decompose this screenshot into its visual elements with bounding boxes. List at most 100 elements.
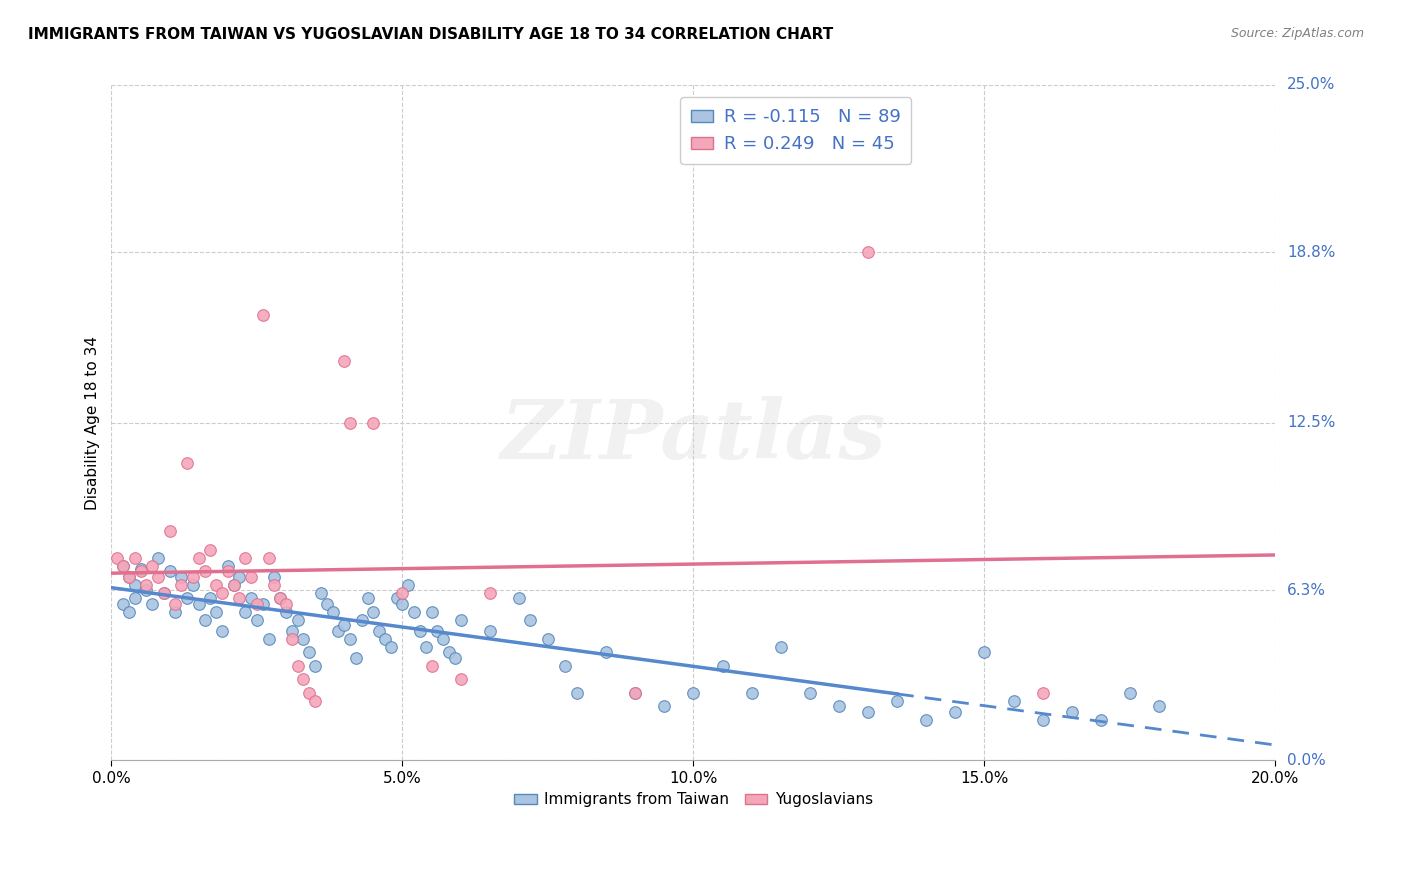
Point: [246, 613, 269, 627]
Point: [404, 605, 426, 619]
Point: [315, 597, 337, 611]
Point: [105, 550, 128, 565]
Point: [146, 550, 169, 565]
Point: [595, 645, 617, 659]
Point: [176, 591, 198, 606]
Point: [1090, 713, 1112, 727]
Point: [129, 561, 152, 575]
Point: [159, 524, 181, 538]
Point: [478, 624, 501, 638]
Point: [682, 686, 704, 700]
Point: [350, 613, 373, 627]
Point: [165, 597, 187, 611]
Point: [328, 624, 350, 638]
Point: [450, 673, 472, 687]
Point: [437, 645, 460, 659]
Point: [281, 632, 304, 646]
Point: [176, 456, 198, 470]
Point: [828, 699, 851, 714]
Point: [374, 632, 396, 646]
Point: [363, 605, 385, 619]
Point: [181, 578, 204, 592]
Point: [193, 564, 215, 578]
Point: [200, 591, 222, 606]
Point: [565, 686, 588, 700]
Point: [333, 353, 356, 368]
Point: [170, 569, 193, 583]
Point: [432, 632, 454, 646]
Point: [333, 618, 356, 632]
Point: [508, 591, 530, 606]
Point: [856, 705, 879, 719]
Point: [200, 542, 222, 557]
Point: [298, 645, 321, 659]
Point: [420, 658, 443, 673]
Point: [217, 558, 239, 573]
Point: [263, 569, 285, 583]
Point: [1032, 686, 1054, 700]
Point: [309, 586, 332, 600]
Point: [240, 591, 263, 606]
Text: IMMIGRANTS FROM TAIWAN VS YUGOSLAVIAN DISABILITY AGE 18 TO 34 CORRELATION CHART: IMMIGRANTS FROM TAIWAN VS YUGOSLAVIAN DI…: [28, 27, 834, 42]
Point: [943, 705, 966, 719]
Point: [1032, 713, 1054, 727]
Point: [281, 624, 304, 638]
Legend: Immigrants from Taiwan, Yugoslavians: Immigrants from Taiwan, Yugoslavians: [508, 787, 879, 814]
Text: 6.3%: 6.3%: [1286, 582, 1326, 598]
Point: [339, 416, 361, 430]
Point: [240, 569, 263, 583]
Point: [118, 605, 141, 619]
Text: 0.0%: 0.0%: [1286, 753, 1326, 768]
Point: [322, 605, 344, 619]
Point: [409, 624, 432, 638]
Point: [228, 569, 250, 583]
Point: [269, 591, 291, 606]
Point: [769, 640, 792, 654]
Point: [170, 578, 193, 592]
Point: [391, 597, 413, 611]
Point: [112, 558, 135, 573]
Point: [181, 569, 204, 583]
Point: [159, 564, 181, 578]
Point: [257, 632, 280, 646]
Point: [356, 591, 378, 606]
Point: [211, 586, 233, 600]
Point: [886, 694, 908, 708]
Point: [554, 658, 576, 673]
Point: [1002, 694, 1025, 708]
Point: [339, 632, 361, 646]
Point: [124, 578, 146, 592]
Point: [624, 686, 647, 700]
Point: [187, 597, 209, 611]
Point: [263, 578, 285, 592]
Point: [799, 686, 821, 700]
Text: Source: ZipAtlas.com: Source: ZipAtlas.com: [1230, 27, 1364, 40]
Point: [152, 586, 174, 600]
Point: [741, 686, 763, 700]
Point: [211, 624, 233, 638]
Point: [415, 640, 437, 654]
Point: [252, 597, 274, 611]
Point: [443, 650, 465, 665]
Point: [1147, 699, 1170, 714]
Point: [152, 586, 174, 600]
Point: [257, 550, 280, 565]
Point: [287, 658, 309, 673]
Point: [420, 605, 443, 619]
Point: [519, 613, 541, 627]
Point: [146, 569, 169, 583]
Point: [380, 640, 402, 654]
Text: 12.5%: 12.5%: [1286, 415, 1336, 430]
Point: [129, 564, 152, 578]
Point: [205, 605, 228, 619]
Point: [222, 578, 245, 592]
Point: [391, 586, 413, 600]
Point: [141, 558, 163, 573]
Text: 18.8%: 18.8%: [1286, 245, 1336, 260]
Point: [112, 597, 135, 611]
Point: [287, 613, 309, 627]
Point: [222, 578, 245, 592]
Point: [165, 605, 187, 619]
Point: [124, 591, 146, 606]
Point: [274, 605, 297, 619]
